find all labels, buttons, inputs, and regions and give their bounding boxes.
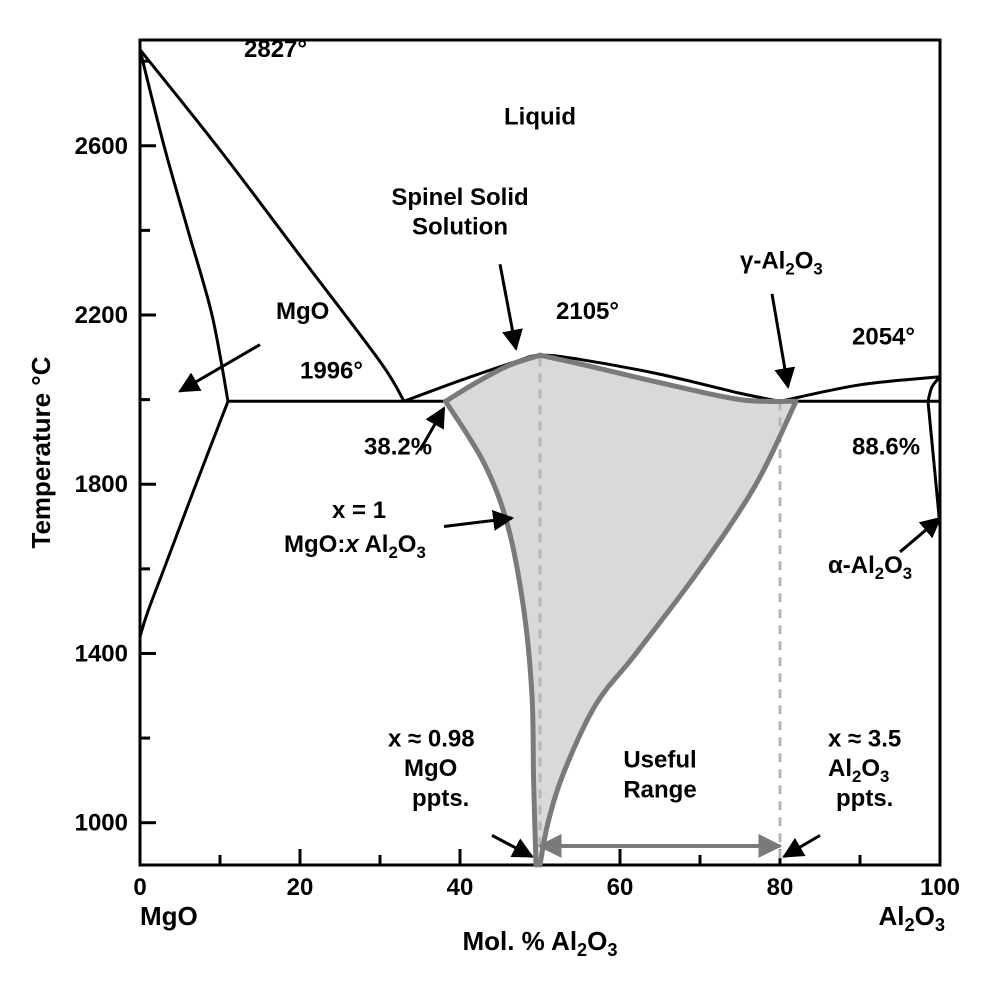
annotation-x35a: x ≈ 3.5 xyxy=(828,726,901,753)
x-axis-label: Mol. % Al2O3 xyxy=(462,926,617,960)
annotation-gamma: γ-Al2O3 xyxy=(740,247,823,278)
ytick-label: 1800 xyxy=(75,471,128,498)
annotation-x098b: MgO xyxy=(404,755,457,782)
x-left-endmember: MgO xyxy=(140,901,198,931)
annotation-x098a: x ≈ 0.98 xyxy=(388,726,475,753)
annotation-t2105: 2105° xyxy=(556,298,619,325)
annotation-t2054: 2054° xyxy=(852,324,915,351)
ytick-label: 1400 xyxy=(75,640,128,667)
annotation-useful2: Range xyxy=(623,776,696,803)
xtick-label: 20 xyxy=(287,874,314,901)
ytick-label: 2600 xyxy=(75,133,128,160)
annotation-x35c: ppts. xyxy=(836,785,893,812)
annotation-spinel: Spinel Solid xyxy=(391,184,528,211)
annotation-mgox: MgO:x Al2O3 xyxy=(284,531,426,562)
phase-diagram-chart: 0 20 40 60 80 100 1000 1400 1800 2200 2600 Temperat… xyxy=(20,20,980,975)
annotation-mgo: MgO xyxy=(276,298,329,325)
annotation-t2827: 2827° xyxy=(244,36,307,63)
y-axis-label: Temperature °C xyxy=(26,356,56,548)
xtick-label: 100 xyxy=(920,874,960,901)
annotation-alpha: α-Al2O3 xyxy=(828,552,912,583)
xtick-label: 40 xyxy=(447,874,474,901)
xtick-label: 60 xyxy=(607,874,634,901)
annotation-p886: 88.6% xyxy=(852,434,920,461)
annotation-p382: 38.2% xyxy=(364,434,432,461)
annotation-solution: Solution xyxy=(412,214,508,241)
ytick-label: 1000 xyxy=(75,810,128,837)
annotation-x1: x = 1 xyxy=(332,497,386,524)
x-right-endmember: Al2O3 xyxy=(879,901,945,935)
chart-svg: 0 20 40 60 80 100 1000 1400 1800 2200 2600 Temperat… xyxy=(20,20,980,975)
annotation-liquid: Liquid xyxy=(504,104,576,131)
xtick-label: 0 xyxy=(133,874,146,901)
annotation-useful1: Useful xyxy=(623,747,696,774)
annotation-x098c: ppts. xyxy=(412,785,469,812)
annotation-t1996: 1996° xyxy=(300,357,363,384)
xtick-label: 80 xyxy=(767,874,794,901)
ytick-label: 2200 xyxy=(75,302,128,329)
